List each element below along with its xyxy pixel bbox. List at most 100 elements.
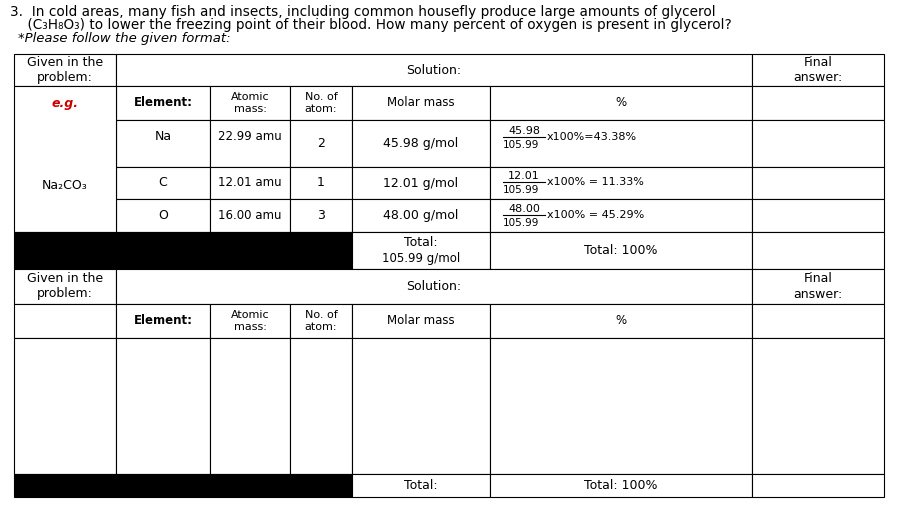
Text: Element:: Element: bbox=[134, 314, 192, 327]
Text: Total: 100%: Total: 100% bbox=[585, 479, 657, 492]
Bar bbox=[14, 232, 352, 269]
Bar bbox=[290, 120, 352, 167]
Bar bbox=[490, 304, 752, 338]
Bar bbox=[116, 199, 210, 232]
Bar bbox=[490, 232, 752, 269]
Bar bbox=[116, 120, 210, 167]
Bar bbox=[752, 338, 884, 474]
Text: 12.01 amu: 12.01 amu bbox=[218, 176, 282, 190]
Bar bbox=[210, 167, 290, 199]
Text: 105.99 g/mol: 105.99 g/mol bbox=[382, 252, 460, 265]
Bar bbox=[290, 167, 352, 199]
Bar bbox=[752, 269, 884, 304]
Text: 3: 3 bbox=[317, 209, 325, 222]
Bar bbox=[490, 120, 752, 167]
Text: C: C bbox=[159, 176, 167, 190]
Bar bbox=[210, 338, 290, 474]
Text: 12.01 g/mol: 12.01 g/mol bbox=[383, 176, 459, 190]
Text: Atomic
mass:: Atomic mass: bbox=[231, 310, 269, 332]
Text: Molar mass: Molar mass bbox=[387, 314, 454, 327]
Text: %: % bbox=[615, 97, 627, 110]
Text: 48.00: 48.00 bbox=[508, 204, 540, 214]
Bar bbox=[352, 304, 490, 338]
Bar bbox=[352, 338, 490, 474]
Bar bbox=[116, 86, 210, 120]
Bar bbox=[752, 54, 884, 86]
Bar bbox=[210, 199, 290, 232]
Bar bbox=[290, 338, 352, 474]
Text: (C₃H₈O₃) to lower the freezing point of their blood. How many percent of oxygen : (C₃H₈O₃) to lower the freezing point of … bbox=[10, 18, 732, 32]
Text: x100%=43.38%: x100%=43.38% bbox=[547, 132, 637, 142]
Text: 105.99: 105.99 bbox=[503, 185, 540, 195]
Text: 105.99: 105.99 bbox=[503, 140, 540, 150]
Text: 1: 1 bbox=[317, 176, 325, 190]
Text: Final
answer:: Final answer: bbox=[793, 272, 842, 300]
Text: Total:: Total: bbox=[404, 236, 438, 249]
Text: x100% = 45.29%: x100% = 45.29% bbox=[547, 209, 644, 220]
Bar bbox=[116, 338, 210, 474]
Bar bbox=[352, 474, 490, 497]
Text: O: O bbox=[158, 209, 168, 222]
Bar bbox=[352, 167, 490, 199]
Bar bbox=[290, 304, 352, 338]
Text: Total:: Total: bbox=[404, 479, 438, 492]
Text: 3.  In cold areas, many fish and insects, including common housefly produce larg: 3. In cold areas, many fish and insects,… bbox=[10, 5, 716, 19]
Bar bbox=[14, 474, 352, 497]
Text: Element:: Element: bbox=[134, 97, 192, 110]
Bar bbox=[14, 54, 116, 86]
Text: Molar mass: Molar mass bbox=[387, 97, 454, 110]
Bar bbox=[752, 232, 884, 269]
Text: Given in the
problem:: Given in the problem: bbox=[27, 56, 103, 84]
Bar bbox=[752, 474, 884, 497]
Text: 12.01: 12.01 bbox=[508, 171, 540, 181]
Bar bbox=[490, 338, 752, 474]
Bar bbox=[490, 167, 752, 199]
Bar bbox=[490, 199, 752, 232]
Bar bbox=[290, 86, 352, 120]
Text: Atomic
mass:: Atomic mass: bbox=[231, 92, 269, 114]
Bar bbox=[752, 167, 884, 199]
Text: 22.99 amu: 22.99 amu bbox=[218, 130, 282, 143]
Bar bbox=[116, 167, 210, 199]
Bar bbox=[490, 474, 752, 497]
Bar bbox=[14, 338, 116, 474]
Bar bbox=[210, 304, 290, 338]
Text: 48.00 g/mol: 48.00 g/mol bbox=[383, 209, 459, 222]
Bar bbox=[490, 86, 752, 120]
Text: Given in the
problem:: Given in the problem: bbox=[27, 272, 103, 300]
Text: Solution:: Solution: bbox=[407, 280, 462, 293]
Bar bbox=[752, 86, 884, 120]
Text: No. of
atom:: No. of atom: bbox=[304, 92, 338, 114]
Text: 45.98 g/mol: 45.98 g/mol bbox=[383, 137, 459, 150]
Bar bbox=[14, 269, 116, 304]
Text: *Please follow the given format:: *Please follow the given format: bbox=[18, 32, 231, 45]
Bar bbox=[352, 86, 490, 120]
Text: Na₂CO₃: Na₂CO₃ bbox=[42, 179, 88, 192]
Text: x100% = 11.33%: x100% = 11.33% bbox=[547, 177, 644, 187]
Bar bbox=[352, 232, 490, 269]
Text: e.g.: e.g. bbox=[51, 97, 78, 110]
Text: 45.98: 45.98 bbox=[508, 126, 540, 136]
Text: 105.99: 105.99 bbox=[503, 218, 540, 227]
Text: Final
answer:: Final answer: bbox=[793, 56, 842, 84]
Bar bbox=[290, 199, 352, 232]
Bar bbox=[752, 304, 884, 338]
Bar bbox=[352, 120, 490, 167]
Bar bbox=[352, 199, 490, 232]
Bar bbox=[14, 86, 116, 232]
Bar bbox=[116, 269, 752, 304]
Bar bbox=[14, 304, 116, 338]
Bar bbox=[210, 120, 290, 167]
Bar bbox=[116, 304, 210, 338]
Text: 16.00 amu: 16.00 amu bbox=[218, 209, 282, 222]
Text: 2: 2 bbox=[317, 137, 325, 150]
Text: Total: 100%: Total: 100% bbox=[585, 244, 657, 257]
Bar bbox=[752, 199, 884, 232]
Text: Na: Na bbox=[154, 130, 172, 143]
Bar bbox=[210, 86, 290, 120]
Bar bbox=[116, 54, 752, 86]
Text: Solution:: Solution: bbox=[407, 64, 462, 77]
Text: %: % bbox=[615, 314, 627, 327]
Text: No. of
atom:: No. of atom: bbox=[304, 310, 338, 332]
Bar bbox=[752, 120, 884, 167]
